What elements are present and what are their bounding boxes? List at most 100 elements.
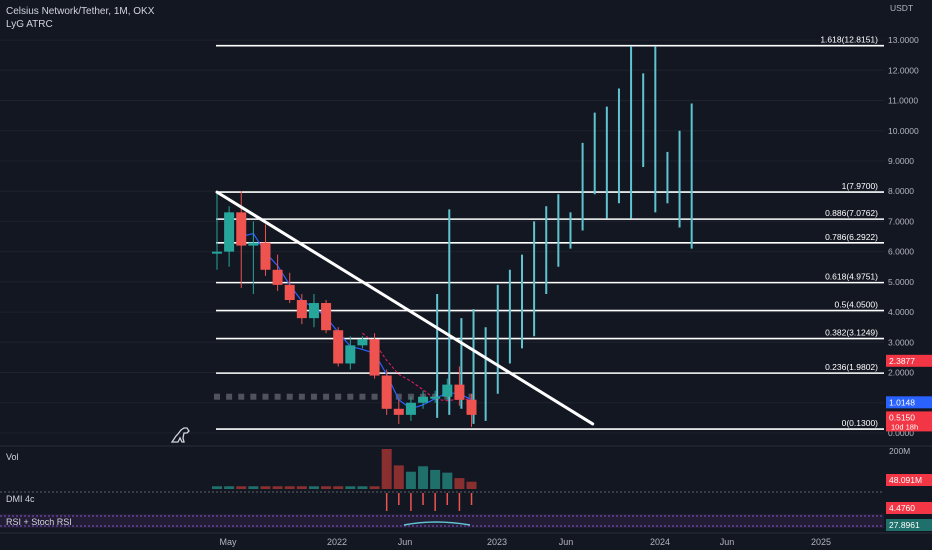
fib-label-8: 0(0.1300): [842, 418, 879, 428]
candle-body: [418, 396, 429, 403]
dinosaur-icon: [170, 427, 190, 443]
current-price-tag: [886, 411, 932, 432]
candle-body: [454, 384, 465, 400]
volume-bar: [284, 486, 295, 489]
candle-body: [296, 300, 307, 319]
price-tick-label: 10.0000: [888, 126, 919, 136]
rsi-label: RSI + Stoch RSI: [6, 517, 72, 527]
candle-body: [357, 339, 368, 346]
time-tick-label: 2025: [811, 537, 831, 547]
volume-bar: [248, 486, 259, 489]
fib-label-6: 0.382(3.1249): [825, 328, 878, 338]
time-tick-label: 2022: [327, 537, 347, 547]
ma-blue-line: [241, 232, 472, 410]
volume-bar: [260, 486, 271, 489]
fib-label-2: 0.886(7.0762): [825, 208, 878, 218]
blue-price-tag-text: 1.0148: [889, 397, 915, 407]
ma-red-line: [362, 332, 472, 402]
candle-body: [272, 269, 283, 285]
dmi-value-tag: [886, 502, 932, 514]
candle-body: [248, 242, 259, 246]
level-dot: [226, 393, 233, 400]
candle-body: [212, 251, 222, 254]
price-tick-label: 12.0000: [888, 65, 919, 75]
level-dot: [347, 393, 354, 400]
rsi-band: [0, 514, 884, 528]
volume-bar: [430, 469, 441, 489]
volume-bar: [393, 465, 404, 489]
price-tick-label: 13.0000: [888, 35, 919, 45]
time-axis[interactable]: May 2022 Jun 2023 Jun 2024 Jun 2025: [0, 532, 932, 547]
price-tick-label: 0.0000: [888, 428, 914, 438]
candle-body: [345, 345, 356, 364]
candle-body: [466, 399, 477, 415]
price-tick-label: 11.0000: [888, 96, 918, 106]
indicator-panels: 200M 48.091M 4.4760 27.8961: [0, 445, 932, 531]
vol-label: Vol: [6, 452, 19, 462]
dmi-value-text: 4.4760: [889, 503, 915, 513]
rsi-value-text: 27.8961: [889, 520, 920, 530]
volume-bar: [418, 466, 429, 489]
fib-label-3: 0.786(6.2922): [825, 232, 878, 242]
level-dot: [323, 393, 330, 400]
volume-bar: [381, 449, 392, 489]
volume-bar: [454, 478, 465, 489]
dmi-label: DMI 4c: [6, 494, 35, 504]
price-tick-label: 3.0000: [888, 337, 914, 347]
volume-bar: [272, 486, 283, 489]
volume-bar: [345, 486, 356, 489]
price-tick-label: 5.0000: [888, 277, 914, 287]
rsi-value-tag: [886, 519, 932, 531]
countdown-text: 10d 18h: [891, 422, 918, 431]
candle-body: [405, 402, 416, 415]
rsi-line: [403, 521, 471, 526]
level-dot: [238, 393, 245, 400]
candle-body: [260, 242, 271, 270]
volume-bar: [357, 486, 368, 489]
level-dot: [214, 393, 220, 400]
volume-bar: [466, 481, 477, 489]
level-dot: [371, 393, 378, 400]
volume-bar: [224, 486, 235, 489]
candle-body: [381, 375, 392, 409]
price-tick-label: 6.0000: [888, 247, 914, 257]
candle-body: [224, 212, 235, 252]
pink-price-tag-text: 2.3877: [889, 356, 915, 366]
level-dot: [262, 393, 269, 400]
volume-bar: [296, 486, 307, 489]
currency-label: USDT: [890, 3, 913, 13]
price-tick-label: 4.0000: [888, 307, 914, 317]
candle-body: [321, 303, 332, 331]
level-dot: [298, 393, 305, 400]
fib-label-4: 0.618(4.9751): [825, 272, 878, 282]
indicator-title: LyG ATRC: [6, 19, 53, 30]
level-dot: [250, 393, 257, 400]
grid: [0, 39, 884, 434]
blue-price-tag: [886, 396, 932, 409]
volume-bar: [442, 472, 453, 489]
level-dot: [310, 393, 317, 400]
time-tick-label: May: [219, 537, 237, 547]
level-dot: [274, 393, 281, 400]
volume-bar: [321, 486, 332, 489]
projection-bars: [436, 46, 693, 424]
time-tick-label: 2023: [487, 537, 507, 547]
volume-bar: [333, 486, 344, 489]
trendline[interactable]: [215, 190, 595, 426]
fib-label-1: 1(7.9700): [842, 181, 879, 191]
level-dot: [335, 393, 342, 400]
candle-body: [393, 408, 404, 415]
candle-body: [284, 284, 295, 300]
candle-body: [430, 396, 441, 399]
candle-body: [236, 212, 247, 246]
vol-value-text: 48.091M: [889, 475, 922, 485]
level-dot: [286, 393, 293, 400]
candle-body: [333, 330, 344, 364]
volume-bar: [236, 486, 247, 489]
time-tick-label: Jun: [720, 537, 735, 547]
level-dot: [395, 393, 402, 400]
level-dot: [359, 393, 366, 400]
